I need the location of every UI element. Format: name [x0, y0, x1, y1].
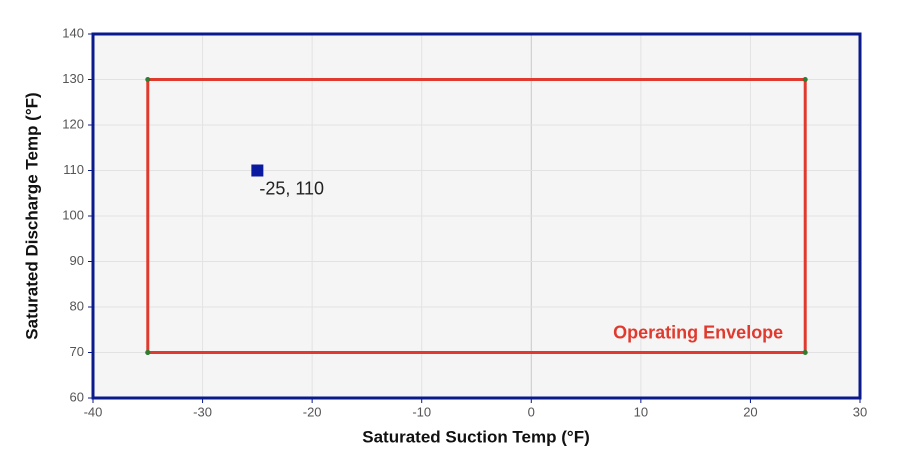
x-tick-label: 30	[853, 404, 867, 419]
x-tick-label: -40	[84, 404, 103, 419]
y-tick-label: 140	[62, 25, 84, 40]
point-label: -25, 110	[259, 178, 324, 198]
x-tick-label: 20	[743, 404, 757, 419]
y-axis-label: Saturated Discharge Temp (°F)	[22, 92, 41, 339]
y-tick-label: 60	[70, 389, 84, 404]
y-tick-label: 100	[62, 207, 84, 222]
y-tick-label: 90	[70, 253, 84, 268]
x-tick-label: -20	[303, 404, 322, 419]
envelope-vertex	[145, 77, 151, 82]
point	[251, 164, 264, 177]
y-tick-label: 120	[62, 116, 84, 131]
y-tick-label: 130	[62, 71, 84, 86]
x-tick-label: 10	[634, 404, 648, 419]
x-tick-label: -30	[193, 404, 212, 419]
envelope-vertex	[802, 350, 808, 355]
y-tick-label: 70	[70, 344, 84, 359]
y-tick-label: 80	[70, 298, 84, 313]
envelope-vertex	[145, 350, 151, 355]
envelope-label: Operating Envelope	[613, 322, 783, 342]
x-tick-label: -10	[412, 404, 431, 419]
x-tick-label: 0	[528, 404, 535, 419]
x-axis-label: Saturated Suction Temp (°F)	[362, 427, 590, 446]
envelope-vertex	[802, 77, 808, 82]
y-tick-label: 110	[63, 162, 84, 177]
